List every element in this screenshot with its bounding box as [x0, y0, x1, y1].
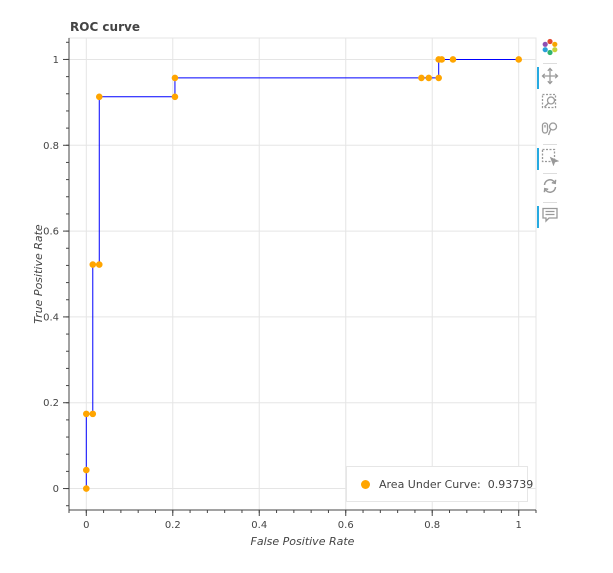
plot-border [68, 37, 537, 511]
x-tick-label: 1 [516, 520, 522, 531]
legend-label: Area Under Curve: 0.93739 [379, 477, 534, 491]
wheel-zoom-tool-button[interactable] [537, 117, 563, 143]
toolbar-separator [543, 173, 557, 174]
roc-point [171, 93, 179, 101]
grid-lines [69, 38, 536, 510]
hover-tool-button[interactable] [537, 204, 563, 230]
toolbar [537, 36, 563, 230]
wheel-zoom-icon [541, 119, 559, 141]
roc-point [95, 261, 103, 268]
toolbar-separator [543, 144, 557, 145]
roc-point [515, 56, 523, 63]
x-axis-label: False Positive Rate [251, 535, 355, 548]
bokeh-logo-icon [541, 38, 559, 60]
pan-icon [541, 67, 559, 89]
roc-point [435, 74, 443, 82]
roc-step-line [85, 58, 519, 489]
box-zoom-tool-button[interactable] [537, 91, 563, 117]
legend-marker [361, 479, 370, 489]
roc-point [82, 466, 90, 474]
plot-frame [68, 37, 537, 511]
roc-point [89, 410, 97, 418]
bokeh-logo-button[interactable] [537, 36, 563, 62]
roc-point [95, 93, 103, 101]
box-zoom-icon [541, 93, 559, 115]
toolbar-separator [543, 63, 557, 64]
roc-point [82, 410, 90, 418]
toolbar-separator [543, 202, 557, 203]
x-tick-label: 0.8 [424, 520, 440, 531]
series-layer [82, 56, 523, 492]
y-tick-label: 0 [53, 484, 59, 495]
roc-point [425, 74, 433, 82]
pan-tool-button[interactable] [537, 65, 563, 91]
x-tick-label: 0.6 [338, 520, 354, 531]
reset-icon [541, 177, 559, 199]
y-tick-label: 0.4 [43, 312, 59, 323]
y-tick-label: 1 [53, 55, 59, 66]
reset-tool-button[interactable] [537, 175, 563, 201]
box-select-icon [541, 148, 560, 170]
x-tick-label: 0 [83, 520, 89, 531]
roc-point [82, 485, 90, 492]
roc-point [89, 261, 97, 268]
hover-icon [541, 206, 559, 228]
roc-point [171, 74, 179, 82]
chart-title: ROC curve [70, 20, 140, 34]
box-select-tool-button[interactable] [537, 146, 563, 172]
y-tick-label: 0.6 [43, 227, 59, 238]
y-tick-label: 0.2 [43, 398, 59, 409]
x-tick-label: 0.2 [165, 520, 181, 531]
legend: Area Under Curve: 0.93739 [346, 466, 533, 502]
y-tick-label: 0.8 [43, 141, 59, 152]
x-tick-label: 0.4 [251, 520, 267, 531]
roc-point [438, 56, 446, 63]
roc-point [449, 56, 457, 63]
axes: 0 0.2 0.4 0.6 0.8 1 0 0.2 0.4 0.6 0.8 1 [43, 38, 537, 531]
roc-point [418, 74, 425, 82]
y-axis-label: True Positive Rate [32, 224, 45, 324]
